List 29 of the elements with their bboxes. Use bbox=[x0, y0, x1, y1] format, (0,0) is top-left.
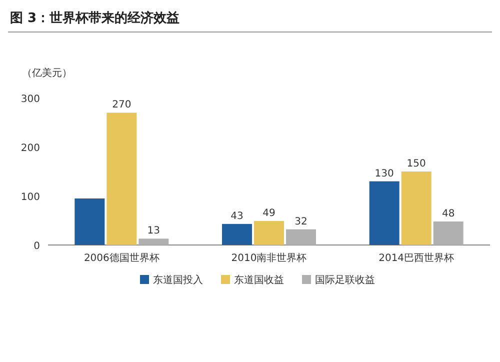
y-tick-label: 300 bbox=[20, 94, 40, 105]
data-label: 48 bbox=[442, 208, 455, 220]
data-label: 13 bbox=[147, 226, 160, 237]
chart-title: 图 3：世界杯带来的经济效益 bbox=[10, 10, 180, 26]
data-label: 150 bbox=[406, 158, 426, 170]
bar bbox=[369, 181, 400, 245]
bar bbox=[401, 172, 432, 245]
legend-label: 国际足联收益 bbox=[315, 274, 375, 286]
data-label: 49 bbox=[262, 208, 276, 219]
y-tick-label: 200 bbox=[20, 143, 40, 154]
y-tick-label: 0 bbox=[34, 241, 40, 252]
data-label: 130 bbox=[374, 168, 394, 180]
data-label: 43 bbox=[230, 210, 244, 222]
bar bbox=[138, 238, 169, 245]
legend-label: 东道国收益 bbox=[234, 274, 284, 286]
y-tick-label: 100 bbox=[20, 192, 40, 203]
data-label: 32 bbox=[294, 216, 308, 228]
x-tick-label: 2014巴西世界杯 bbox=[378, 252, 454, 264]
bar bbox=[106, 112, 137, 245]
bar bbox=[254, 220, 284, 245]
x-tick-label: 2010南非世界杯 bbox=[231, 252, 307, 264]
x-tick-label: 2006德国世界杯 bbox=[84, 252, 160, 264]
bar bbox=[74, 198, 105, 245]
data-label: 270 bbox=[112, 100, 132, 111]
y-axis-title: （亿美元） bbox=[22, 67, 72, 79]
bar bbox=[222, 224, 252, 245]
legend-label: 东道国投入 bbox=[153, 274, 203, 286]
bar bbox=[433, 221, 464, 245]
bar bbox=[286, 229, 316, 245]
